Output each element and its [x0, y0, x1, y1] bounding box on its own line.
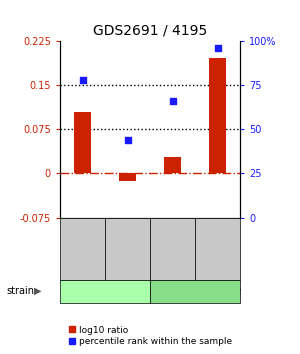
Text: dominant negative: dominant negative: [149, 286, 241, 296]
Bar: [209, 58, 226, 173]
Point: [215, 45, 220, 51]
Text: GSM176611: GSM176611: [123, 223, 132, 274]
Text: GDS2691 / 4195: GDS2691 / 4195: [93, 23, 207, 37]
Bar: [119, 173, 136, 181]
Point: [170, 98, 175, 104]
Text: wild type: wild type: [83, 286, 127, 296]
Point: [125, 137, 130, 143]
Text: ▶: ▶: [34, 286, 41, 296]
Text: strain: strain: [6, 286, 34, 296]
Point: [80, 77, 85, 82]
Legend: log10 ratio, percentile rank within the sample: log10 ratio, percentile rank within the …: [64, 322, 236, 349]
Bar: [164, 157, 181, 173]
Text: GSM175764: GSM175764: [168, 223, 177, 274]
Text: GSM176606: GSM176606: [78, 223, 87, 274]
Text: GSM175765: GSM175765: [213, 223, 222, 274]
Bar: [74, 112, 91, 173]
